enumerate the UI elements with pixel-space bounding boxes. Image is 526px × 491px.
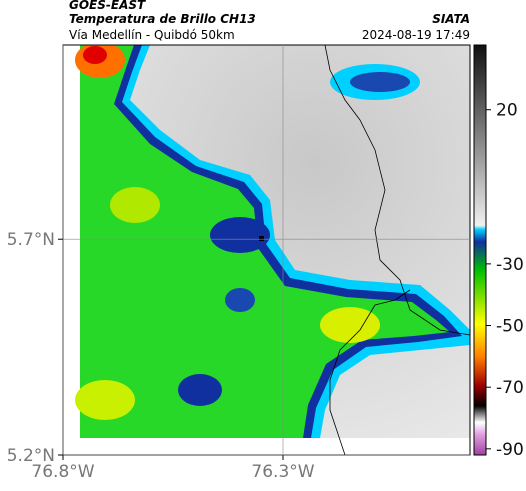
- title: Temperatura de Brillo CH13: [69, 12, 256, 26]
- source: SIATA: [432, 12, 470, 26]
- x-tick-label: 76.3°W: [251, 462, 314, 482]
- colorbar-tick-label: -90: [496, 440, 524, 460]
- x-tick-label: 76.8°W: [31, 462, 94, 482]
- satellite: GOES-EAST: [69, 0, 146, 12]
- satellite-image: [75, 45, 470, 455]
- datetime: 2024-08-19 17:49: [362, 28, 470, 42]
- colorbar-tick-label: -30: [496, 255, 524, 275]
- y-tick-label: 5.2°N: [7, 446, 55, 466]
- colorbar: [473, 44, 487, 456]
- axes: 76.8°W 76.3°W 5.7°N 5.2°N 20 -30 -50 -70 -90: [7, 45, 524, 482]
- subtitle: Vía Medellín - Quibdó 50km: [69, 28, 235, 42]
- colorbar-tick-label: -70: [496, 378, 524, 398]
- colorbar-tick-label: 20: [496, 101, 518, 121]
- y-tick-label: 5.7°N: [7, 230, 55, 250]
- colorbar-tick-label: -50: [496, 317, 524, 337]
